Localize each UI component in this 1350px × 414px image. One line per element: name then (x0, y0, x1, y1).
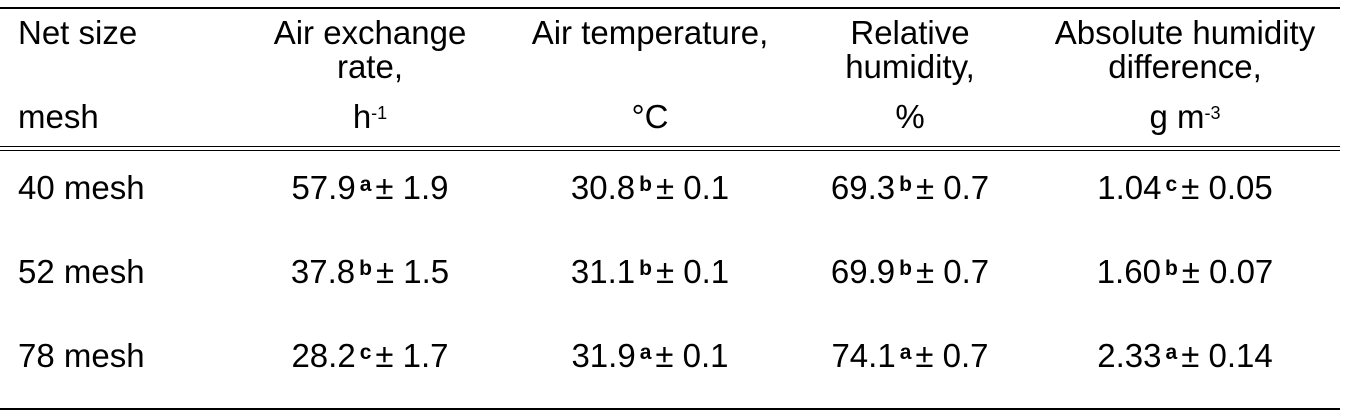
cell-error: ± 0.14 (1181, 337, 1273, 374)
header-air-exchange-unit-exponent: -1 (371, 103, 388, 123)
significance-letter: b (639, 173, 652, 196)
cell-40-air-exchange: 57.9 a ± 1.9 (240, 168, 500, 208)
cell-error: ± 1.7 (375, 337, 449, 374)
cell-error: ± 0.1 (655, 337, 729, 374)
header-air-exchange-line2: rate, (336, 48, 404, 85)
significance-letter: b (639, 257, 652, 280)
cell-value: 31.1 (570, 253, 636, 290)
header-air-exchange-line1: Air exchange (273, 14, 467, 51)
cell-78-air-exchange: 28.2 c ± 1.7 (240, 336, 500, 376)
table-top-rule (0, 7, 1340, 9)
cell-40-air-temperature: 30.8 b ± 0.1 (510, 168, 790, 208)
header-air-temperature-line1: Air temperature, (531, 14, 769, 51)
cell-error: ± 0.05 (1181, 169, 1273, 206)
cell-78-absolute-humidity: 2.33 a ± 0.14 (1030, 336, 1340, 376)
cell-value: 57.9 (291, 169, 356, 206)
cell-value: 1.04 (1097, 169, 1162, 206)
cell-40-absolute-humidity: 1.04 c ± 0.05 (1030, 168, 1340, 208)
header-air-temperature-unit: °C (631, 98, 669, 135)
row-label-78-mesh: 78 mesh (18, 337, 145, 374)
row-label-40-mesh: 40 mesh (18, 169, 145, 206)
cell-78-relative-humidity: 74.1 a ± 0.7 (800, 336, 1020, 376)
cell-error: ± 1.9 (375, 169, 449, 206)
header-air-exchange-unit-base: h (352, 98, 372, 135)
significance-letter: a (899, 341, 912, 364)
cell-value: 1.60 (1096, 253, 1161, 290)
cell-error: ± 0.1 (655, 253, 730, 290)
header-net-size-line1: Net size (18, 14, 138, 51)
significance-letter: b (899, 173, 912, 196)
header-double-rule-upper (0, 146, 1340, 147)
significance-letter: a (1165, 341, 1178, 364)
cell-value: 30.8 (570, 169, 636, 206)
header-relative-humidity-unit: % (895, 98, 925, 135)
significance-letter: b (1164, 257, 1178, 280)
cell-value: 28.2 (291, 337, 356, 374)
significance-letter: c (359, 341, 372, 364)
cell-value: 31.9 (571, 337, 636, 374)
header-absolute-humidity-unit-base: g m (1149, 98, 1205, 135)
significance-letter: b (359, 257, 372, 280)
header-absolute-humidity-unit-exponent: -3 (1204, 103, 1221, 123)
cell-value: 69.9 (830, 253, 896, 290)
table-bottom-rule (0, 408, 1340, 410)
cell-52-air-temperature: 31.1 b ± 0.1 (510, 252, 790, 292)
cell-error: ± 0.7 (915, 169, 990, 206)
cell-value: 2.33 (1097, 337, 1162, 374)
header-absolute-humidity-unit: g m-3 (1030, 100, 1340, 134)
cell-error: ± 1.5 (375, 253, 450, 290)
significance-letter: b (899, 257, 912, 280)
cell-40-relative-humidity: 69.3 b ± 0.7 (800, 168, 1020, 208)
significance-letter: c (1165, 173, 1178, 196)
header-relative-humidity-line2: humidity, (845, 48, 975, 85)
cell-error: ± 0.7 (915, 253, 990, 290)
header-absolute-humidity-line2: difference, (1108, 48, 1262, 85)
cell-52-relative-humidity: 69.9 b ± 0.7 (800, 252, 1020, 292)
header-net-size-unit: mesh (18, 98, 99, 135)
significance-letter: a (359, 173, 372, 196)
cell-value: 69.3 (830, 169, 896, 206)
cell-52-air-exchange: 37.8 b ± 1.5 (240, 252, 500, 292)
cell-value: 74.1 (831, 337, 896, 374)
header-air-exchange-unit: h-1 (240, 100, 500, 134)
significance-letter: a (639, 341, 652, 364)
cell-value: 37.8 (290, 253, 356, 290)
cell-error: ± 0.1 (655, 169, 730, 206)
header-relative-humidity-line1: Relative (850, 14, 970, 51)
cell-error: ± 0.7 (915, 337, 989, 374)
cell-52-absolute-humidity: 1.60 b ± 0.07 (1030, 252, 1340, 292)
cell-error: ± 0.07 (1181, 253, 1274, 290)
header-double-rule-lower (0, 150, 1340, 151)
cell-78-air-temperature: 31.9 a ± 0.1 (510, 336, 790, 376)
row-label-52-mesh: 52 mesh (18, 253, 145, 290)
header-absolute-humidity-line1: Absolute humidity (1054, 14, 1316, 51)
